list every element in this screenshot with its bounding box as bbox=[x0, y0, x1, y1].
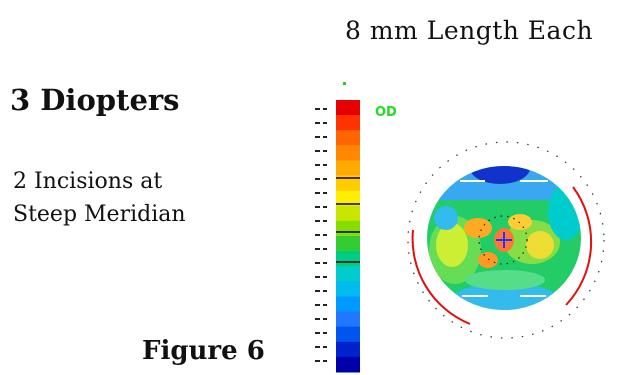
scale-tick bbox=[315, 220, 320, 222]
scale-tick bbox=[315, 248, 320, 250]
red-arc-right bbox=[565, 186, 593, 306]
scale-marker-dot bbox=[343, 82, 346, 85]
scale-tick bbox=[323, 290, 327, 292]
scale-tick bbox=[315, 206, 320, 208]
scale-band bbox=[336, 220, 360, 237]
scale-tick bbox=[315, 136, 320, 138]
scale-band bbox=[336, 341, 360, 358]
scale-tick bbox=[315, 332, 320, 334]
scale-band bbox=[336, 311, 360, 328]
scale-tick bbox=[323, 248, 327, 250]
figure-label: Figure 6 bbox=[142, 336, 265, 366]
scale-tick bbox=[315, 276, 320, 278]
scale-band bbox=[336, 130, 360, 146]
scale-tick bbox=[323, 276, 327, 278]
inner-dotted-ring bbox=[478, 215, 528, 265]
scale-tick bbox=[323, 150, 327, 152]
scale-tick bbox=[323, 192, 327, 194]
scale-tick bbox=[315, 290, 320, 292]
scale-band bbox=[336, 281, 360, 297]
scale-band bbox=[336, 190, 360, 207]
scale-tick bbox=[323, 304, 327, 306]
scale-tick bbox=[315, 150, 320, 152]
scale-tick bbox=[315, 234, 320, 236]
scale-tick bbox=[315, 164, 320, 166]
scale-tick bbox=[323, 136, 327, 138]
scale-tick bbox=[315, 178, 320, 180]
diopters-heading: 3 Diopters bbox=[10, 83, 180, 117]
scale-band bbox=[336, 356, 360, 373]
scale-tick bbox=[315, 304, 320, 306]
scale-tick bbox=[323, 360, 327, 362]
scale-tick bbox=[323, 234, 327, 236]
scale-tick bbox=[323, 318, 327, 320]
scale-tick bbox=[323, 108, 327, 110]
scale-band bbox=[336, 100, 360, 116]
incision-length-caption: 8 mm Length Each bbox=[345, 16, 594, 45]
scale-tick bbox=[315, 318, 320, 320]
scale-tick bbox=[323, 178, 327, 180]
scale-tick bbox=[323, 220, 327, 222]
scale-tick bbox=[323, 262, 327, 264]
incision-line-2: Steep Meridian bbox=[13, 202, 186, 227]
incision-description: 2 Incisions at Steep Meridian bbox=[13, 165, 186, 231]
color-scale-bar bbox=[336, 100, 360, 373]
scale-band bbox=[336, 251, 360, 267]
scale-tick bbox=[315, 122, 320, 124]
scale-tick bbox=[315, 360, 320, 362]
scale-band bbox=[336, 266, 360, 282]
scale-band bbox=[336, 296, 360, 313]
eye-label-od: OD bbox=[375, 105, 397, 120]
scale-band bbox=[336, 160, 360, 177]
scale-band bbox=[336, 326, 360, 343]
scale-tick bbox=[315, 192, 320, 194]
scale-tick bbox=[323, 206, 327, 208]
incision-line-1: 2 Incisions at bbox=[13, 169, 163, 194]
scale-tick bbox=[323, 346, 327, 348]
scale-band bbox=[336, 236, 360, 252]
scale-tick bbox=[323, 332, 327, 334]
scale-ticks bbox=[315, 108, 327, 362]
scale-band bbox=[336, 145, 360, 161]
scale-band bbox=[336, 205, 360, 222]
scale-band bbox=[336, 175, 360, 192]
red-arc-left bbox=[411, 229, 471, 325]
scale-tick bbox=[315, 108, 320, 110]
scale-band bbox=[336, 115, 360, 131]
outer-dotted-ring bbox=[407, 141, 605, 339]
scale-tick bbox=[323, 164, 327, 166]
scale-tick bbox=[323, 122, 327, 124]
scale-tick bbox=[315, 346, 320, 348]
scale-tick bbox=[315, 262, 320, 264]
